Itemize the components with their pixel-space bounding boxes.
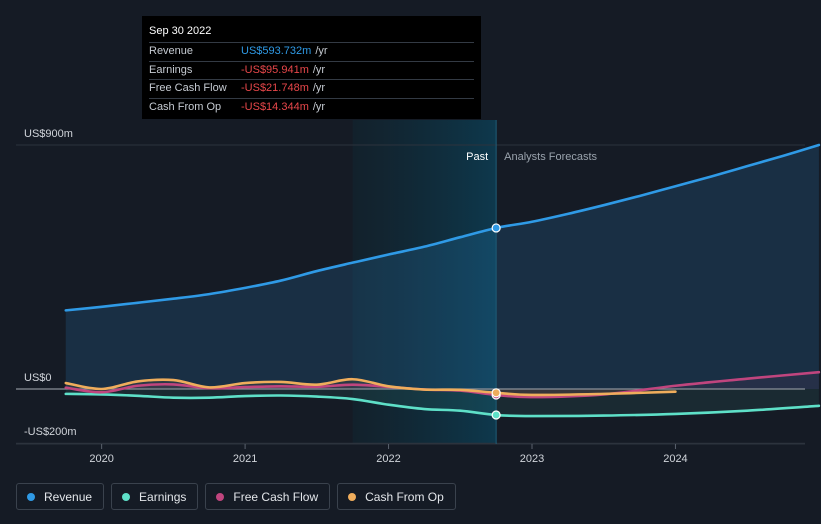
x-tick-label: 2021: [233, 453, 257, 465]
tooltip-label: Earnings: [149, 63, 193, 76]
y-tick-label: US$900m: [24, 128, 73, 140]
tooltip-row-earnings: Earnings -US$95.941m /yr: [149, 60, 474, 80]
tooltip-row-free-cash-flow: Free Cash Flow -US$21.748m /yr: [149, 79, 474, 98]
legend-item-revenue[interactable]: Revenue: [16, 483, 105, 510]
legend-dot-icon: [348, 492, 357, 501]
forecast-label: Analysts Forecasts: [504, 151, 597, 163]
series-area-revenue: [65, 145, 819, 389]
legend: Revenue Earnings Free Cash Flow Cash Fro…: [16, 483, 456, 510]
tooltip-unit: /yr: [312, 63, 326, 76]
data-point-revenue: [491, 223, 501, 233]
data-point-earnings: [491, 410, 501, 420]
legend-dot-icon: [122, 492, 131, 501]
y-tick-label: -US$200m: [24, 426, 77, 438]
tooltip-unit: /yr: [315, 45, 328, 57]
tooltip: Sep 30 2022 Revenue US$593.732m /yr Earn…: [142, 16, 481, 119]
legend-label: Cash From Op: [365, 489, 444, 504]
series-line-earnings: [64, 392, 821, 418]
legend-dot-icon: [216, 492, 225, 501]
tooltip-label: Free Cash Flow: [149, 82, 227, 94]
series-area-cfo: [65, 379, 676, 395]
series-line-cfo: [64, 377, 677, 397]
legend-label: Revenue: [44, 489, 93, 504]
tooltip-row-cash-from-op: Cash From Op -US$14.344m /yr: [149, 97, 474, 117]
x-tick-label: 2024: [663, 453, 687, 465]
legend-label: Earnings: [139, 489, 187, 504]
y-tick-label: US$0: [24, 372, 52, 384]
tooltip-unit: /yr: [312, 100, 326, 113]
legend-item-free-cash-flow[interactable]: Free Cash Flow: [205, 483, 331, 510]
tooltip-value: -US$95.941m: [241, 63, 309, 76]
legend-label: Free Cash Flow: [233, 489, 319, 504]
series-line-revenue: [64, 143, 821, 312]
tooltip-value: -US$14.344m: [241, 100, 309, 113]
tooltip-date: Sep 30 2022: [149, 25, 212, 37]
legend-item-earnings[interactable]: Earnings: [111, 483, 199, 510]
tooltip-label: Revenue: [149, 45, 194, 57]
tooltip-label: Cash From Op: [149, 100, 222, 113]
series-line-fcf: [64, 370, 821, 399]
tooltip-value: -US$21.748m: [241, 82, 309, 94]
data-point-cfo: [491, 388, 501, 398]
x-tick-label: 2020: [89, 453, 113, 465]
tooltip-value: US$593.732m: [241, 45, 312, 57]
legend-dot-icon: [27, 492, 35, 501]
past-label: Past: [466, 151, 488, 163]
tooltip-row-revenue: Revenue US$593.732m /yr: [149, 42, 474, 61]
x-tick-label: 2022: [376, 453, 400, 465]
x-tick-label: 2023: [520, 453, 544, 465]
legend-item-cash-from-op[interactable]: Cash From Op: [337, 483, 456, 510]
tooltip-unit: /yr: [312, 82, 326, 94]
